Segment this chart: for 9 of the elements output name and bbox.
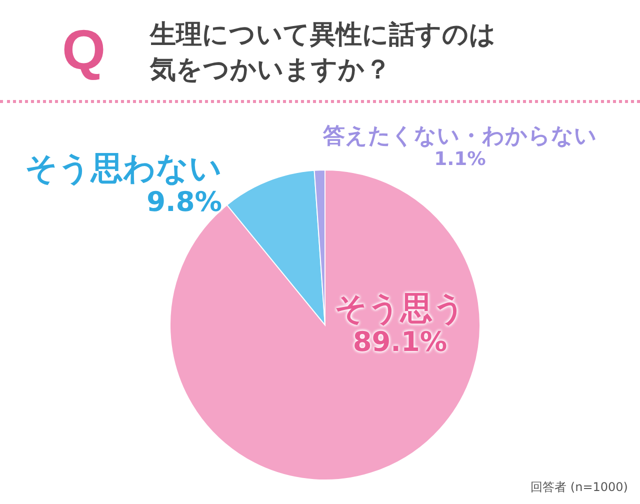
slice-label: 答えたくない・わからない [322, 124, 598, 150]
data-label: 89.1% [352, 326, 448, 358]
text: 回答者 (n=1000) [530, 479, 628, 496]
slice-label: そう思わない [24, 149, 222, 187]
chart-title: 生理について異性に話すのは気をつかいますか？ [150, 19, 497, 88]
slice-label: そう思う [334, 289, 466, 327]
data-label: 9.8% [146, 186, 222, 218]
data-label: 1.1% [433, 149, 487, 171]
text: Q [62, 18, 106, 81]
